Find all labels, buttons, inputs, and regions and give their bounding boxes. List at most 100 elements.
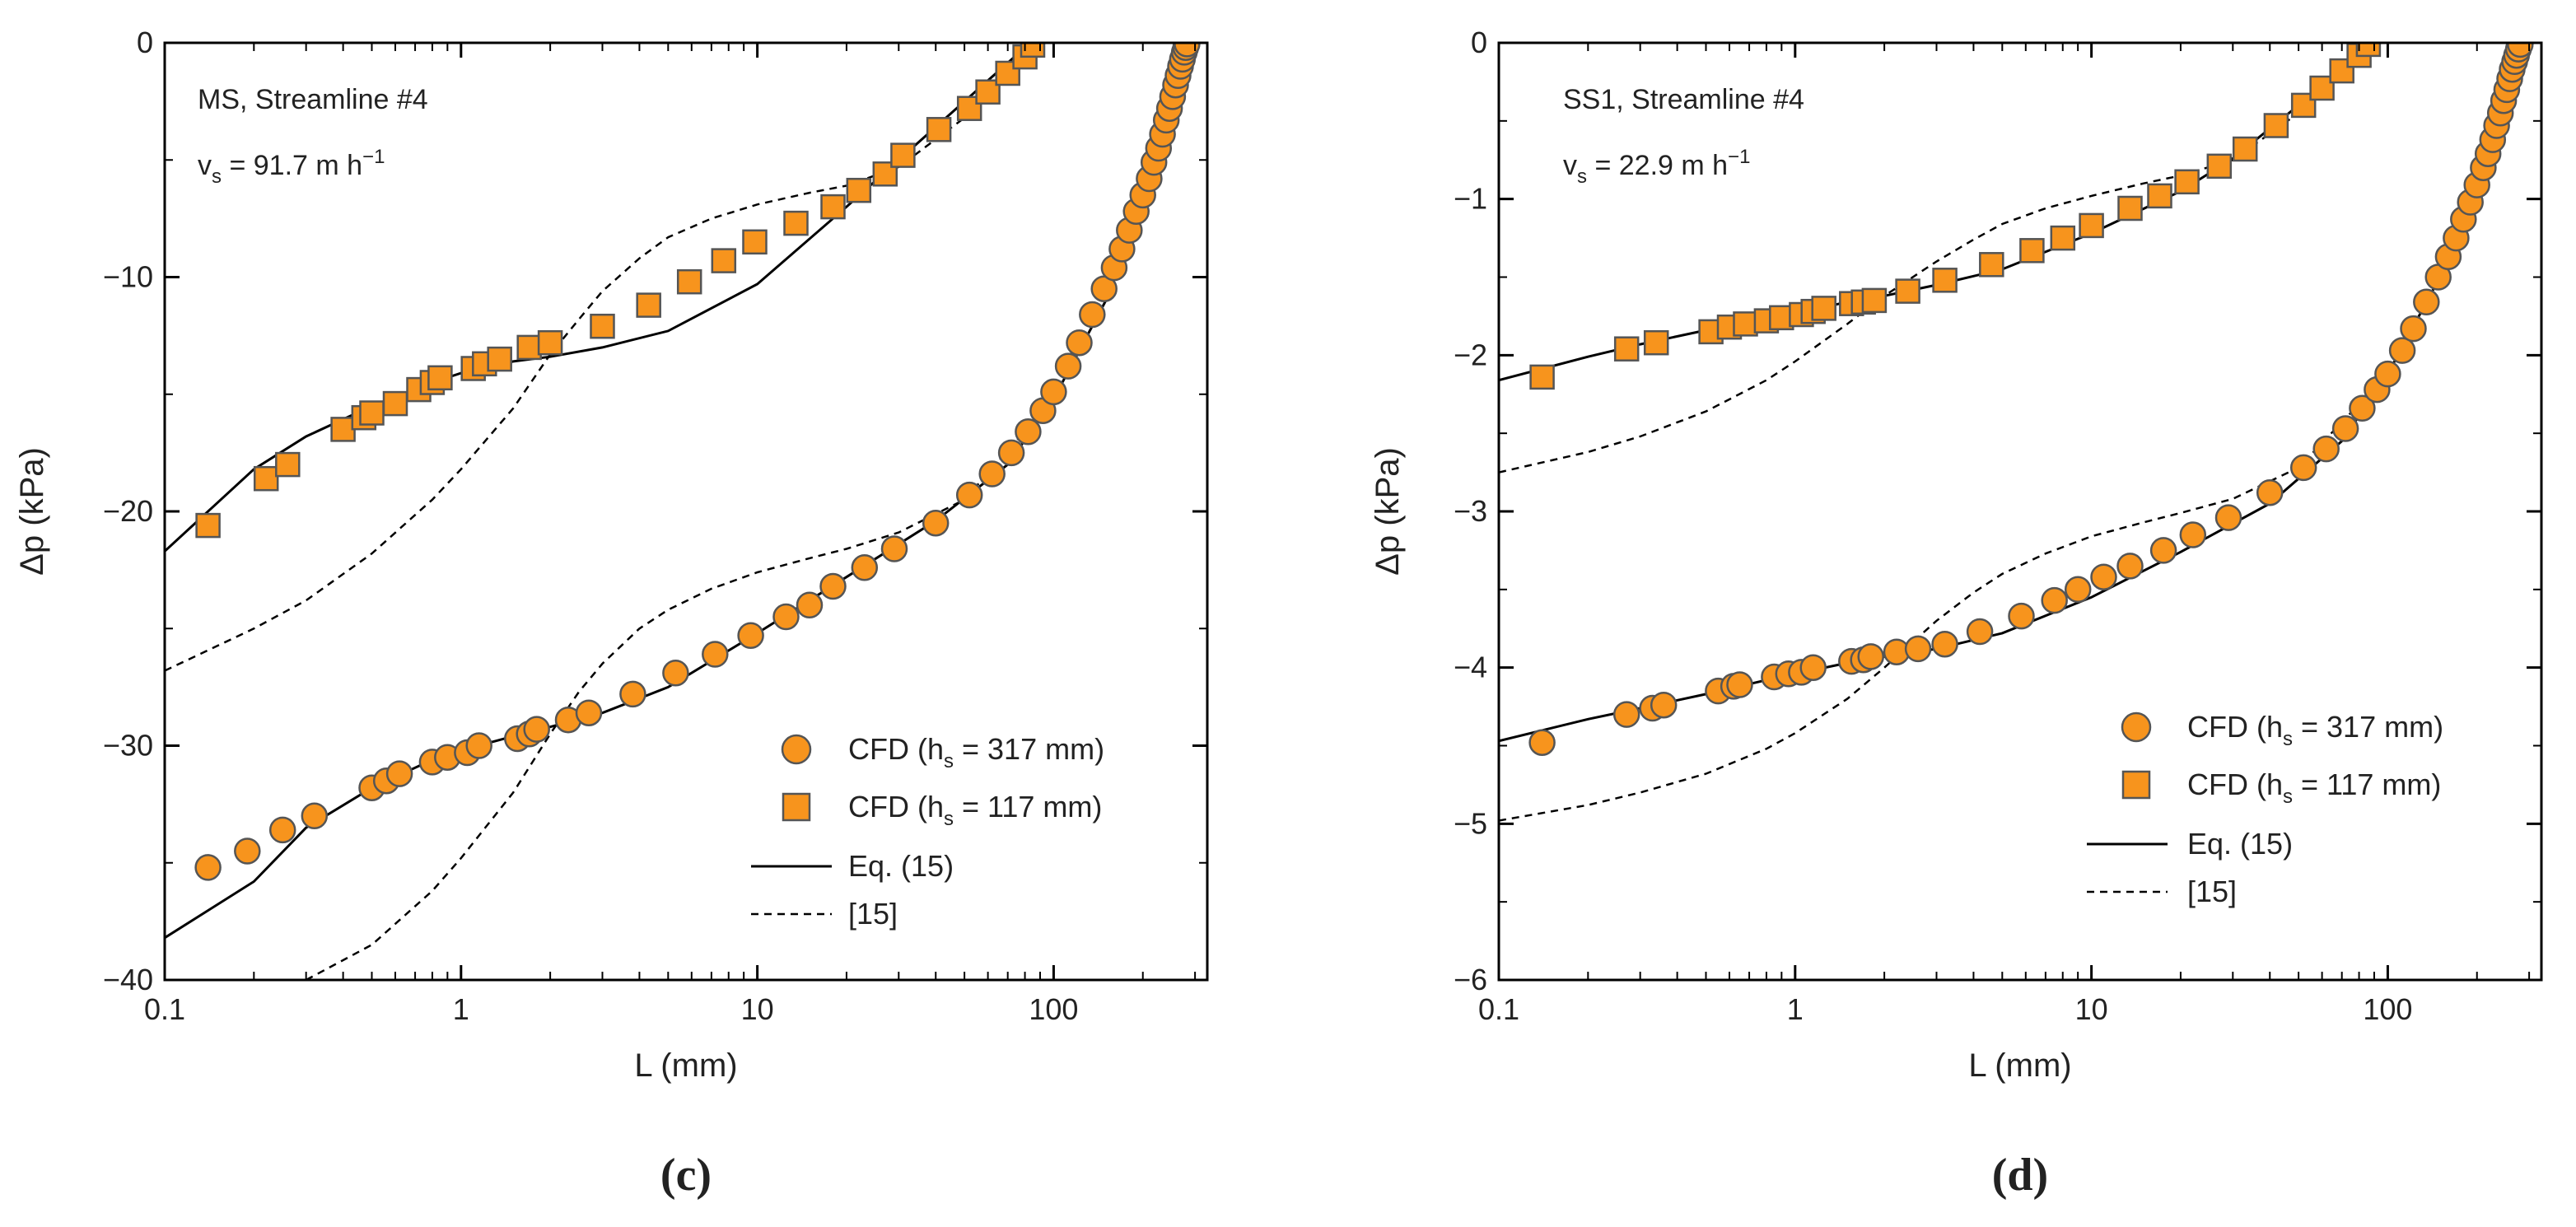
data-point-circle: [922, 509, 950, 537]
data-point-circle: [1799, 654, 1827, 681]
data-point-square: [330, 417, 356, 442]
data-point-circle: [1528, 729, 1556, 756]
data-point-circle: [1726, 671, 1753, 698]
data-point-circle: [523, 716, 550, 743]
data-point-square: [820, 194, 846, 220]
x-axis-label: L (mm): [1968, 1047, 2071, 1084]
legend-label-317: CFD (hs = 317 mm): [2187, 710, 2443, 750]
legend-label-317: CFD (hs = 317 mm): [848, 732, 1104, 772]
data-point-circle: [662, 660, 689, 687]
y-axis-label: Δp (kPa): [1370, 447, 1406, 576]
data-point-square: [2050, 225, 2076, 251]
data-point-circle: [1966, 618, 1994, 646]
data-point-circle: [2090, 563, 2117, 590]
series-layer: [1499, 43, 2534, 822]
data-point-square: [2232, 136, 2258, 162]
data-point-circle: [737, 622, 764, 650]
y-tick-label: −1: [1454, 182, 1487, 216]
data-point-circle: [997, 439, 1025, 467]
data-point-square: [275, 451, 301, 478]
data-point-circle: [268, 816, 296, 844]
data-point-square: [2147, 183, 2172, 209]
legend-label-eq15: Eq. (15): [848, 849, 954, 883]
y-tick-label: −3: [1454, 494, 1487, 528]
data-point-circle: [2388, 337, 2416, 364]
legend: CFD (hs = 317 mm) CFD (hs = 117 mm) Eq. …: [751, 732, 1104, 931]
data-point-circle: [2214, 504, 2242, 531]
data-point-circle: [1650, 691, 1678, 719]
data-point-circle: [2064, 576, 2092, 604]
data-point-circle: [2400, 315, 2427, 343]
data-point-circle: [2256, 478, 2284, 506]
data-point-circle: [851, 554, 879, 581]
data-point-square: [2174, 169, 2200, 195]
data-point-circle: [465, 732, 492, 759]
data-point-square: [537, 329, 563, 356]
data-point-square: [2309, 75, 2335, 101]
data-point-square: [1895, 278, 1920, 304]
plot-area: [1499, 43, 2534, 822]
data-point-square: [2263, 113, 2289, 138]
data-point-circle: [2374, 360, 2401, 388]
data-point-square: [1861, 287, 1888, 314]
data-point-square: [1811, 296, 1836, 321]
data-point-square: [1529, 364, 1555, 390]
ticks-layer: 0.1 1 10 100 −6 −5 −4 −3 −2 −1 0: [1454, 26, 2541, 1026]
y-tick-label: −4: [1454, 651, 1487, 684]
x-tick-label: 100: [1029, 992, 1078, 1026]
legend-label-117: CFD (hs = 117 mm): [848, 790, 1102, 830]
data-point-square: [872, 161, 898, 187]
data-point-square: [2117, 195, 2143, 222]
data-point-square: [2206, 153, 2233, 180]
y-tick-label: 0: [1471, 26, 1487, 59]
data-point-square: [676, 268, 702, 295]
data-point-square: [1932, 268, 1958, 293]
y-tick-label: −10: [103, 260, 153, 294]
legend-circle-marker: [2121, 711, 2152, 743]
data-point-square: [742, 229, 768, 255]
data-point-circle: [880, 535, 908, 562]
data-point-circle: [575, 699, 603, 726]
data-point-square: [195, 512, 221, 539]
plot-frame: [163, 41, 1209, 982]
plot-frame: [1497, 41, 2543, 982]
y-axis-label: Δp (kPa): [14, 447, 50, 576]
legend-label-ref15: [15]: [2187, 875, 2237, 908]
x-tick-label: 1: [1787, 992, 1804, 1026]
data-point-circle: [2312, 435, 2340, 463]
data-point-circle: [1066, 329, 1093, 357]
data-point-circle: [955, 481, 983, 509]
legend-label-eq15: Eq. (15): [2187, 827, 2293, 861]
chart-panel-c: 0.1 1 10 100 −40 −30 −20 −10 0 MS, Streamline #4…: [14, 26, 1209, 1201]
x-axis-label: L (mm): [634, 1047, 737, 1084]
data-point-circle: [1054, 352, 1082, 380]
data-point-circle: [234, 837, 261, 865]
data-point-circle: [194, 854, 222, 881]
data-point-circle: [2116, 553, 2144, 580]
annotation-line-1: SS1, Streamline #4: [1563, 84, 1804, 115]
data-point-circle: [2413, 288, 2440, 316]
data-point-square: [1643, 329, 1669, 356]
data-point-circle: [2349, 394, 2376, 422]
data-point-square: [636, 292, 661, 318]
legend-square-marker: [782, 792, 811, 822]
data-point-circle: [619, 680, 646, 708]
data-point-circle: [702, 641, 729, 668]
x-tick-label: 100: [2363, 992, 2412, 1026]
data-point-square: [516, 334, 542, 361]
data-point-circle: [1040, 378, 1067, 406]
data-point-circle: [772, 603, 800, 631]
x-tick-label: 10: [741, 992, 774, 1026]
data-point-square: [890, 142, 916, 168]
data-point-circle: [978, 460, 1006, 488]
data-point-circle: [1931, 630, 1958, 658]
data-point-square: [359, 400, 385, 426]
data-point-square: [846, 177, 872, 203]
data-point-circle: [1904, 635, 1932, 663]
y-tick-label: 0: [137, 26, 153, 59]
data-point-circle: [2289, 454, 2317, 482]
data-point-square: [487, 346, 512, 372]
legend: CFD (hs = 317 mm) CFD (hs = 117 mm) Eq. …: [2087, 710, 2443, 908]
y-tick-label: −2: [1454, 338, 1487, 371]
